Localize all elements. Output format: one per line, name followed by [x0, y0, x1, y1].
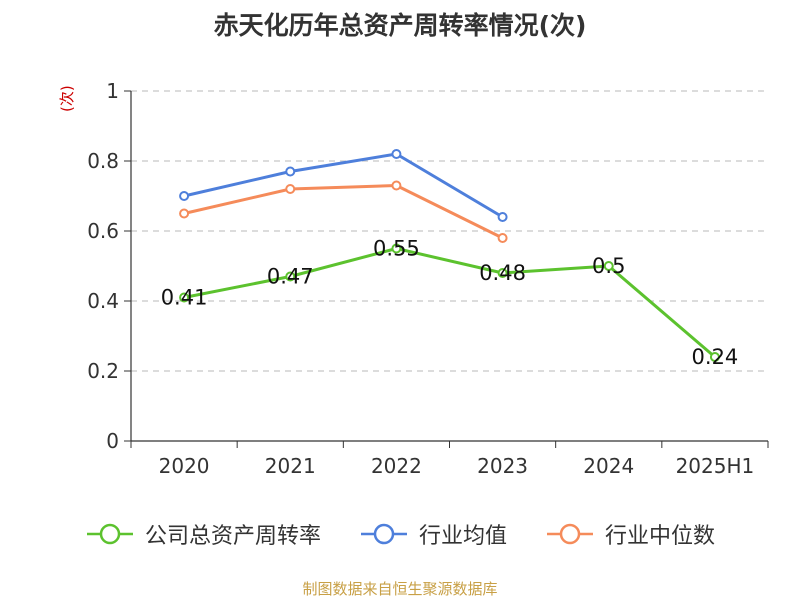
series-0-point-2: [391, 243, 402, 254]
line-chart: 0 0.2 0.4 0.6 0.8 1 2020 2021 2022 2023 2024 2025H1…: [87, 79, 769, 478]
x-tick-label-2: 2022: [371, 454, 422, 478]
legend-marker-company: [86, 523, 133, 545]
chart-title: 赤天化历年总资产周转率情况(次): [213, 11, 587, 40]
source-footer: 制图数据来自恒生聚源数据库: [302, 580, 498, 598]
legend-label-industry-mean: 行业均值: [418, 524, 507, 549]
legend-marker-industry-mean: [360, 523, 407, 545]
series-1-point-3: [497, 212, 508, 222]
x-tick-label-5: 2025H1: [676, 454, 755, 478]
y-tick-label-5: 1: [106, 79, 119, 103]
data-label-3: 0.48: [479, 261, 526, 285]
grid-lines: [131, 90, 768, 372]
x-tick-label-4: 2024: [583, 454, 634, 478]
data-label-5: 0.24: [692, 345, 739, 369]
y-tick-label-4: 0.8: [87, 149, 119, 173]
series-1-point-2: [391, 149, 402, 159]
series-0-point-1: [285, 271, 296, 282]
series-1-point-1: [285, 166, 296, 177]
data-label-2: 0.55: [373, 237, 420, 261]
legend-marker-industry-median: [547, 523, 593, 545]
y-tick-label-1: 0.2: [87, 359, 119, 383]
data-label-0: 0.41: [161, 286, 208, 310]
series-lines: [179, 149, 720, 362]
series-0-point-0: [179, 292, 190, 303]
series-2-point-1: [285, 184, 296, 194]
legend: 公司总资产周转率 行业均值 行业中位数: [0, 518, 800, 550]
series-0-point-3: [497, 268, 508, 278]
legend-label-company: 公司总资产周转率: [144, 524, 321, 549]
data-labels: 0.41 0.47 0.55 0.48 0.5 0.24: [161, 237, 739, 370]
x-tick-label-3: 2023: [477, 454, 528, 478]
y-tick-label-2: 0.4: [87, 289, 119, 313]
y-tick-label-3: 0.6: [87, 219, 119, 243]
series-0-point-5: [709, 352, 720, 362]
series-line-2: [183, 184, 504, 240]
series-line-0: [183, 247, 716, 359]
y-tick-label-0: 0: [106, 429, 119, 453]
x-tick-label-0: 2020: [159, 454, 210, 478]
legend-item-company[interactable]: 公司总资产周转率: [85, 518, 321, 550]
series-2-point-3: [497, 233, 508, 243]
legend-label-industry-median: 行业中位数: [605, 524, 716, 549]
data-label-1: 0.47: [267, 265, 314, 289]
legend-item-industry-median[interactable]: 行业中位数: [545, 518, 715, 550]
axes: 0 0.2 0.4 0.6 0.8 1 2020 2021 2022 2023 2024 2025H1: [87, 79, 769, 478]
series-2-point-2: [391, 180, 402, 191]
series-2-point-0: [179, 208, 190, 219]
series-line-1: [183, 152, 504, 219]
x-tick-label-1: 2021: [265, 454, 316, 478]
series-0-point-4: [603, 261, 614, 271]
series-1-point-0: [179, 191, 190, 201]
legend-item-industry-mean[interactable]: 行业均值: [359, 518, 507, 550]
data-label-4: 0.5: [592, 254, 625, 278]
